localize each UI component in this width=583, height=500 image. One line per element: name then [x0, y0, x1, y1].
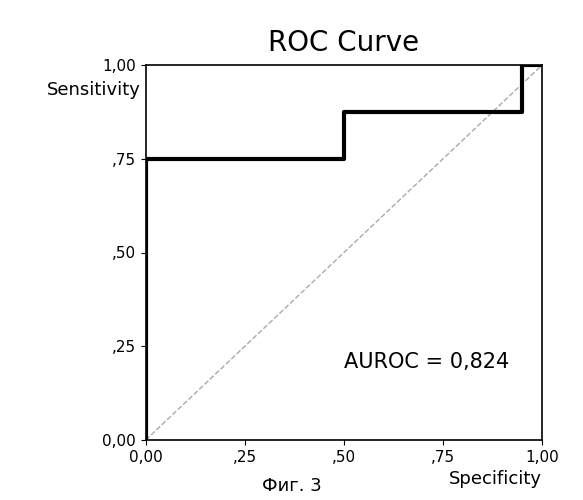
X-axis label: Specificity: Specificity: [449, 470, 542, 488]
Title: ROC Curve: ROC Curve: [268, 29, 420, 57]
Text: Sensitivity: Sensitivity: [47, 81, 141, 99]
Text: Фиг. 3: Фиг. 3: [262, 477, 321, 495]
Text: AUROC = 0,824: AUROC = 0,824: [344, 352, 509, 372]
